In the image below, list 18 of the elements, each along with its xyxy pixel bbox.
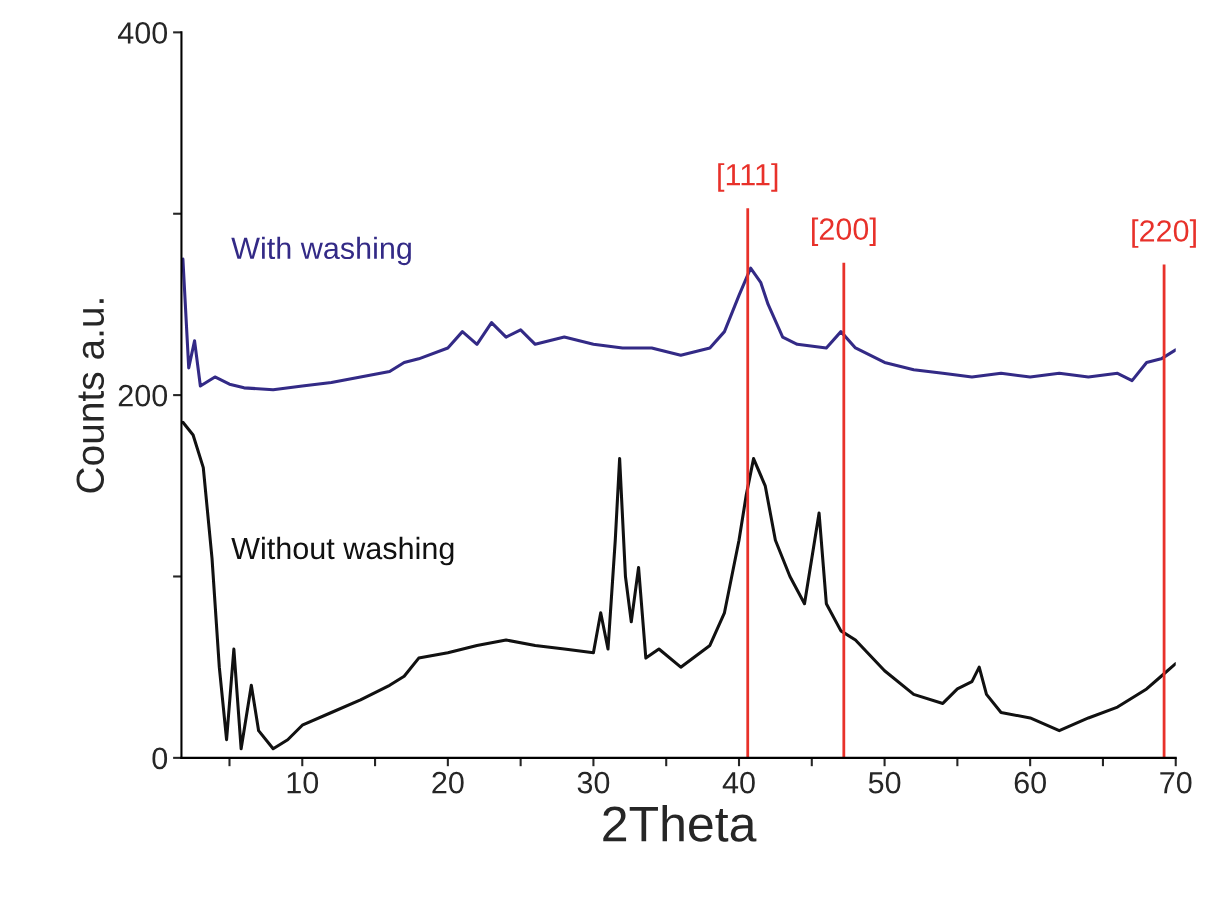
annotation: [111] xyxy=(718,163,778,192)
series-label: Without washing xyxy=(231,536,454,566)
x-axis-title: 2Theta xyxy=(603,805,757,842)
x-tick-label: 30 xyxy=(577,771,610,794)
x-tick-label: 70 xyxy=(1160,771,1192,794)
annotation: [220] xyxy=(1132,219,1196,248)
x-tick-label: 40 xyxy=(722,771,755,794)
x-tick-label: 50 xyxy=(868,771,901,794)
y-tick-label: 400 xyxy=(117,22,168,44)
y-tick-label: 0 xyxy=(152,747,168,770)
y-tick-label: 200 xyxy=(118,384,168,407)
annotation: [200] xyxy=(812,217,876,247)
x-tick-label: 10 xyxy=(287,771,319,794)
x-tick-label: 60 xyxy=(1014,771,1046,794)
series-label: With washing xyxy=(231,236,411,266)
line-series xyxy=(181,420,1176,751)
y-axis-title: Counts a.u. xyxy=(76,299,105,493)
x-tick-label: 20 xyxy=(432,771,464,794)
